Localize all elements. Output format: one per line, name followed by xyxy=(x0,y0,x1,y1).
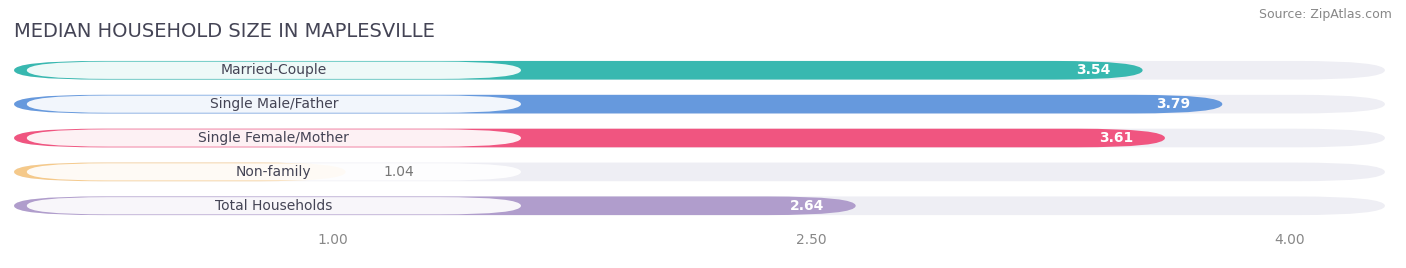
Text: 1.04: 1.04 xyxy=(384,165,415,179)
Text: Non-family: Non-family xyxy=(236,165,312,179)
Text: MEDIAN HOUSEHOLD SIZE IN MAPLESVILLE: MEDIAN HOUSEHOLD SIZE IN MAPLESVILLE xyxy=(14,22,434,41)
FancyBboxPatch shape xyxy=(14,129,1385,147)
Text: 3.79: 3.79 xyxy=(1156,97,1191,111)
FancyBboxPatch shape xyxy=(14,163,346,181)
Text: Source: ZipAtlas.com: Source: ZipAtlas.com xyxy=(1258,8,1392,21)
FancyBboxPatch shape xyxy=(14,61,1143,80)
FancyBboxPatch shape xyxy=(14,196,1385,215)
FancyBboxPatch shape xyxy=(14,61,1385,80)
FancyBboxPatch shape xyxy=(27,62,522,79)
Text: 3.54: 3.54 xyxy=(1077,63,1111,77)
FancyBboxPatch shape xyxy=(14,129,1166,147)
FancyBboxPatch shape xyxy=(14,95,1222,113)
Text: Married-Couple: Married-Couple xyxy=(221,63,328,77)
Text: Total Households: Total Households xyxy=(215,199,333,213)
FancyBboxPatch shape xyxy=(27,95,522,113)
Text: Single Female/Mother: Single Female/Mother xyxy=(198,131,349,145)
FancyBboxPatch shape xyxy=(14,95,1385,113)
FancyBboxPatch shape xyxy=(14,163,1385,181)
Text: Single Male/Father: Single Male/Father xyxy=(209,97,337,111)
FancyBboxPatch shape xyxy=(14,196,856,215)
Text: 2.64: 2.64 xyxy=(789,199,824,213)
FancyBboxPatch shape xyxy=(27,163,522,181)
FancyBboxPatch shape xyxy=(27,129,522,147)
FancyBboxPatch shape xyxy=(27,197,522,214)
Text: 3.61: 3.61 xyxy=(1099,131,1133,145)
